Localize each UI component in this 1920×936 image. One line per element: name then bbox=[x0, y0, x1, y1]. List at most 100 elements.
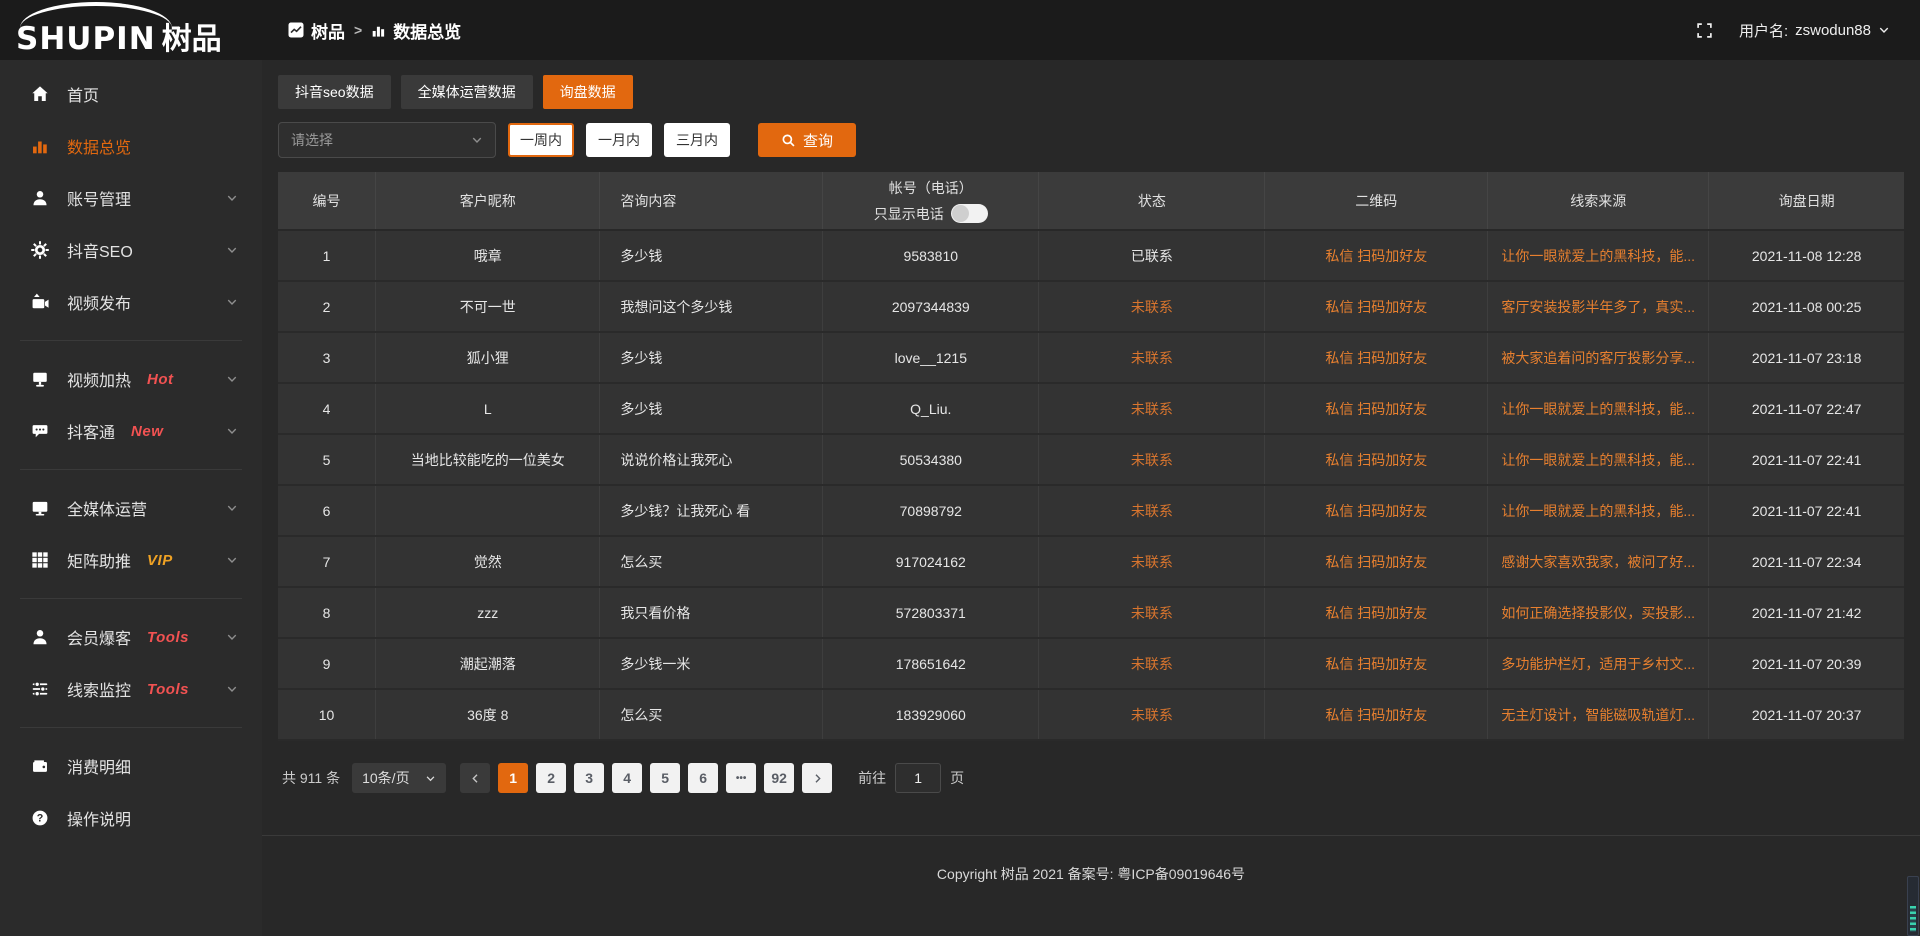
page-button-92[interactable]: 92 bbox=[764, 763, 795, 793]
qr-links[interactable]: 私信 扫码加好友 bbox=[1325, 553, 1428, 570]
sidebar-item-label: 账号管理 bbox=[67, 192, 132, 209]
page-size-select[interactable]: 10条/页 bbox=[352, 763, 447, 793]
qr-links[interactable]: 私信 扫码加好友 bbox=[1325, 502, 1428, 519]
cell-account: 2097344839 bbox=[822, 281, 1040, 333]
period-button-0[interactable]: 一周内 bbox=[508, 123, 574, 157]
sidebar-item-9[interactable]: 会员爆客 Tools bbox=[0, 611, 262, 663]
more-pages-button[interactable]: ••• bbox=[726, 763, 757, 793]
breadcrumb-page[interactable]: 数据总览 bbox=[371, 18, 461, 43]
cell-date: 2021-11-07 22:34 bbox=[1708, 536, 1904, 588]
sidebar-item-10[interactable]: 线索监控 Tools bbox=[0, 663, 262, 715]
cell-source: 无主灯设计，智能磁吸轨道灯... bbox=[1487, 689, 1710, 741]
source-link[interactable]: 让你一眼就爱上的黑科技，能... bbox=[1501, 451, 1696, 468]
tab-2[interactable]: 询盘数据 bbox=[542, 75, 633, 109]
topbar: SHUPIN 树品 树品 > 数据总览 用户名: zswodun88 bbox=[0, 0, 1920, 60]
cell-number: 1 bbox=[278, 230, 377, 282]
phone-toggle-label: 只显示电话 bbox=[873, 205, 944, 222]
sidebar-item-1[interactable]: 数据总览 bbox=[0, 120, 262, 172]
prev-page-button[interactable] bbox=[460, 763, 491, 793]
cell-content: 说说价格让我死心 bbox=[599, 434, 824, 486]
cell-source: 感谢大家喜欢我家，被问了好... bbox=[1487, 536, 1710, 588]
page-button-6[interactable]: 6 bbox=[688, 763, 719, 793]
period-button-1[interactable]: 一月内 bbox=[586, 123, 652, 157]
sidebar-item-label: 消费明细 bbox=[67, 760, 132, 777]
sidebar-item-label: 操作说明 bbox=[67, 812, 132, 829]
sidebar-item-4[interactable]: 视频发布 bbox=[0, 276, 262, 328]
filter-select[interactable]: 请选择 bbox=[278, 122, 496, 158]
cell-account: 572803371 bbox=[822, 587, 1040, 639]
search-icon bbox=[781, 133, 796, 148]
sidebar-item-label: 首页 bbox=[67, 88, 100, 105]
qr-links[interactable]: 私信 扫码加好友 bbox=[1325, 655, 1428, 672]
qr-links[interactable]: 私信 扫码加好友 bbox=[1325, 451, 1428, 468]
sidebar-item-badge: Hot bbox=[147, 370, 174, 388]
cell-source: 让你一眼就爱上的黑科技，能... bbox=[1487, 230, 1710, 282]
qr-links[interactable]: 私信 扫码加好友 bbox=[1325, 247, 1428, 264]
chevron-down-icon bbox=[471, 134, 483, 146]
source-link[interactable]: 感谢大家喜欢我家，被问了好... bbox=[1501, 553, 1696, 570]
cell-account: 50534380 bbox=[822, 434, 1040, 486]
cell-status: 未联系 bbox=[1038, 332, 1266, 384]
sidebar-menu: 首页数据总览账号管理抖音SEO 视频发布视频加热 Hot 抖客通 New 全媒体运营 矩阵助… bbox=[0, 68, 262, 844]
source-link[interactable]: 被大家追着问的客厅投影分享... bbox=[1501, 349, 1696, 366]
cell-date: 2021-11-07 22:41 bbox=[1708, 485, 1904, 537]
page-button-2[interactable]: 2 bbox=[536, 763, 567, 793]
qr-links[interactable]: 私信 扫码加好友 bbox=[1325, 400, 1428, 417]
sidebar-item-0[interactable]: 首页 bbox=[0, 68, 262, 120]
cell-date: 2021-11-07 22:41 bbox=[1708, 434, 1904, 486]
page-button-5[interactable]: 5 bbox=[650, 763, 681, 793]
cell-qrcode: 私信 扫码加好友 bbox=[1264, 332, 1489, 384]
minimap-scrollbar[interactable] bbox=[1907, 876, 1919, 936]
sidebar-item-5[interactable]: 视频加热 Hot bbox=[0, 353, 262, 405]
source-link[interactable]: 无主灯设计，智能磁吸轨道灯... bbox=[1501, 706, 1696, 723]
sidebar-item-3[interactable]: 抖音SEO bbox=[0, 224, 262, 276]
cell-status: 未联系 bbox=[1038, 689, 1266, 741]
source-link[interactable]: 让你一眼就爱上的黑科技，能... bbox=[1501, 400, 1696, 417]
total-count: 共 911 条 bbox=[282, 770, 341, 786]
cell-content: 多少钱 bbox=[599, 230, 824, 282]
cell-status: 未联系 bbox=[1038, 383, 1266, 435]
source-link[interactable]: 让你一眼就爱上的黑科技，能... bbox=[1501, 502, 1696, 519]
home-icon bbox=[30, 85, 50, 103]
sidebar: 首页数据总览账号管理抖音SEO 视频发布视频加热 Hot 抖客通 New 全媒体运营 矩阵助… bbox=[0, 60, 262, 936]
cell-nickname: 36度 8 bbox=[375, 689, 601, 741]
period-button-2[interactable]: 三月内 bbox=[664, 123, 730, 157]
fullscreen-icon[interactable] bbox=[1696, 22, 1713, 39]
qr-links[interactable]: 私信 扫码加好友 bbox=[1325, 706, 1428, 723]
sidebar-item-badge: New bbox=[131, 422, 164, 440]
cell-source: 如何正确选择投影仪，买投影... bbox=[1487, 587, 1710, 639]
sidebar-item-label: 视频发布 bbox=[67, 296, 132, 313]
next-page-button[interactable] bbox=[802, 763, 833, 793]
qr-links[interactable]: 私信 扫码加好友 bbox=[1325, 298, 1428, 315]
cell-content: 我只看价格 bbox=[599, 587, 824, 639]
sidebar-item-8[interactable]: 矩阵助推 VIP bbox=[0, 534, 262, 586]
source-link[interactable]: 让你一眼就爱上的黑科技，能... bbox=[1501, 247, 1696, 264]
user-menu[interactable]: 用户名: zswodun88 bbox=[1739, 20, 1890, 41]
sidebar-item-7[interactable]: 全媒体运营 bbox=[0, 482, 262, 534]
page-button-1[interactable]: 1 bbox=[498, 763, 529, 793]
sidebar-item-2[interactable]: 账号管理 bbox=[0, 172, 262, 224]
source-link[interactable]: 客厅安装投影半年多了，真实... bbox=[1501, 298, 1696, 315]
sidebar-item-11[interactable]: 消费明细 bbox=[0, 740, 262, 792]
phone-only-toggle[interactable] bbox=[950, 204, 988, 223]
chevron-right-icon bbox=[812, 773, 823, 784]
cell-nickname: L bbox=[375, 383, 601, 435]
page-button-3[interactable]: 3 bbox=[574, 763, 605, 793]
cell-status: 未联系 bbox=[1038, 281, 1266, 333]
qr-links[interactable]: 私信 扫码加好友 bbox=[1325, 349, 1428, 366]
query-button[interactable]: 查询 bbox=[758, 123, 856, 157]
cell-nickname: 不可一世 bbox=[375, 281, 601, 333]
sidebar-item-6[interactable]: 抖客通 New bbox=[0, 405, 262, 457]
tab-1[interactable]: 全媒体运营数据 bbox=[400, 75, 533, 109]
chevron-down-icon bbox=[1878, 24, 1890, 36]
page-button-4[interactable]: 4 bbox=[612, 763, 643, 793]
source-link[interactable]: 多功能护栏灯，适用于乡村文... bbox=[1501, 655, 1696, 672]
sidebar-item-12[interactable]: ? 操作说明 bbox=[0, 792, 262, 844]
column-header-0: 编号 bbox=[278, 172, 377, 231]
breadcrumb-app[interactable]: 树品 bbox=[288, 18, 345, 43]
tab-0[interactable]: 抖音seo数据 bbox=[278, 75, 391, 109]
goto-page-input[interactable] bbox=[895, 763, 942, 793]
column-header-7: 询盘日期 bbox=[1708, 172, 1904, 231]
qr-links[interactable]: 私信 扫码加好友 bbox=[1325, 604, 1428, 621]
source-link[interactable]: 如何正确选择投影仪，买投影... bbox=[1501, 604, 1696, 621]
